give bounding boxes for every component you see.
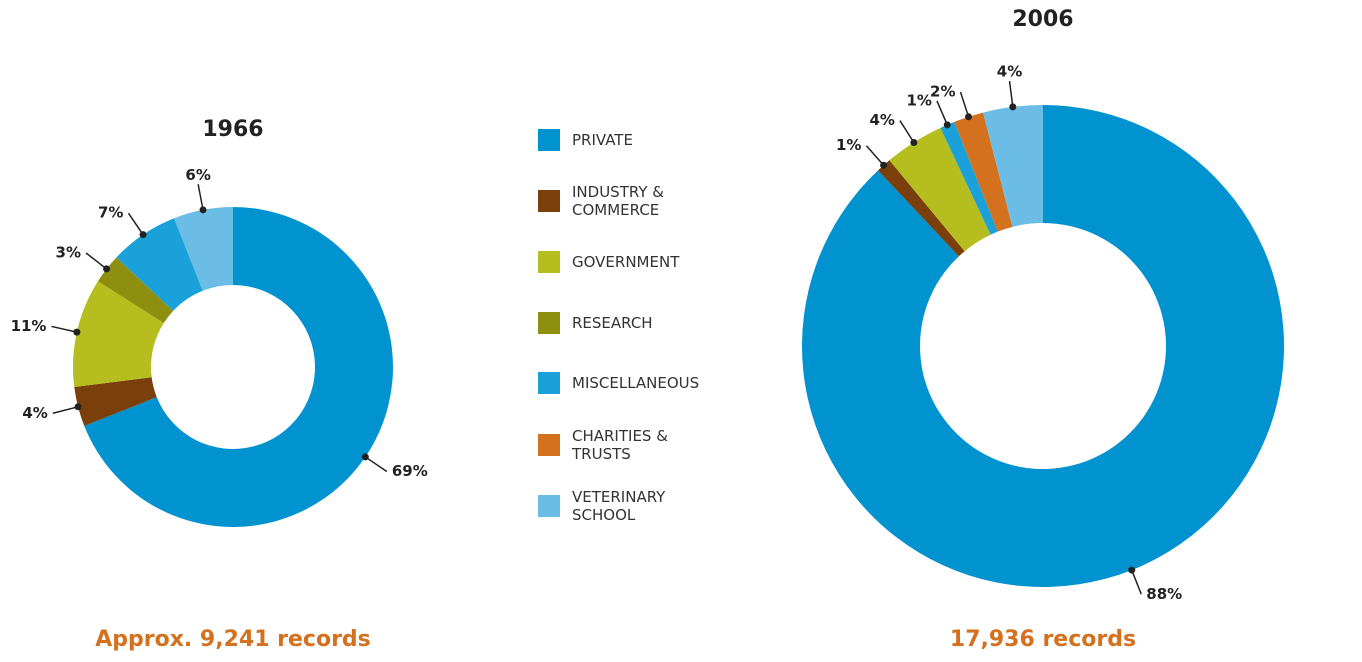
- leader-dot: [199, 206, 207, 214]
- value-label: 11%: [11, 317, 47, 335]
- chart-title: 1966: [202, 117, 263, 142]
- value-label: 4%: [869, 111, 894, 129]
- leader-dot: [139, 231, 147, 239]
- legend-swatch: [538, 372, 560, 394]
- segment: [954, 112, 1013, 232]
- legend-swatch: [538, 251, 560, 273]
- segment: [889, 127, 991, 252]
- segment: [878, 160, 965, 257]
- legend-item: VETERINARY SCHOOL: [538, 488, 707, 524]
- value-label: 6%: [185, 166, 210, 184]
- legend-label: MISCELLANEOUS: [572, 374, 700, 392]
- leader-line: [52, 406, 79, 414]
- leader-dot: [880, 161, 888, 169]
- legend-label: RESEARCH: [572, 314, 653, 332]
- legend-item: GOVERNMENT: [538, 251, 707, 273]
- leader-dot: [73, 328, 81, 336]
- legend-swatch: [538, 312, 560, 334]
- legend-swatch: [538, 129, 560, 151]
- value-label: 4%: [22, 404, 47, 422]
- legend-label: CHARITIES & TRUSTS: [572, 427, 668, 463]
- value-label: 88%: [1146, 585, 1182, 603]
- leader-dot: [965, 113, 973, 121]
- legend-label: INDUSTRY & COMMERCE: [572, 183, 664, 219]
- leader-line: [959, 91, 970, 118]
- value-label: 69%: [392, 462, 428, 480]
- value-label: 3%: [56, 243, 81, 261]
- segment: [84, 207, 393, 527]
- leader-dot: [103, 265, 111, 273]
- leader-line: [865, 145, 885, 166]
- leader-line: [364, 456, 388, 473]
- legend-item: RESEARCH: [538, 312, 707, 334]
- caption: Approx. 9,241 records: [95, 627, 371, 652]
- leader-line: [899, 120, 915, 143]
- value-label: 1%: [836, 136, 861, 154]
- segment: [983, 105, 1043, 227]
- leader-dot: [910, 139, 918, 147]
- leader-dot: [74, 403, 82, 411]
- legend-item: INDUSTRY & COMMERCE: [538, 183, 707, 219]
- leader-dot: [361, 453, 369, 461]
- segment: [802, 105, 1285, 587]
- leader-line: [1131, 569, 1142, 595]
- leader-line: [936, 100, 948, 126]
- leader-dot: [943, 121, 951, 129]
- value-label: 7%: [98, 204, 123, 222]
- legend-item: CHARITIES & TRUSTS: [538, 427, 707, 463]
- legend-swatch: [538, 495, 560, 517]
- legend-label: PRIVATE: [572, 131, 633, 149]
- leader-line: [197, 184, 204, 210]
- chart-title: 2006: [1012, 7, 1073, 32]
- leader-dot: [1128, 566, 1136, 574]
- segment: [97, 257, 174, 324]
- segment: [174, 207, 233, 291]
- leader-line: [127, 212, 144, 236]
- value-label: 1%: [906, 91, 931, 109]
- leader-dot: [1009, 103, 1017, 111]
- segment: [116, 218, 203, 311]
- value-label: 2%: [930, 83, 955, 101]
- leader-line: [1008, 81, 1014, 107]
- legend-swatch: [538, 434, 560, 456]
- legend-label: GOVERNMENT: [572, 253, 680, 271]
- value-label: 4%: [997, 63, 1022, 81]
- segment: [72, 281, 164, 388]
- legend-label: VETERINARY SCHOOL: [572, 488, 666, 524]
- legend-item: PRIVATE: [538, 129, 707, 151]
- leader-line: [85, 252, 108, 270]
- caption: 17,936 records: [950, 627, 1136, 652]
- leader-line: [51, 325, 78, 333]
- legend-swatch: [538, 190, 560, 212]
- segment: [940, 121, 998, 235]
- segment: [74, 377, 157, 426]
- legend-item: MISCELLANEOUS: [538, 372, 707, 394]
